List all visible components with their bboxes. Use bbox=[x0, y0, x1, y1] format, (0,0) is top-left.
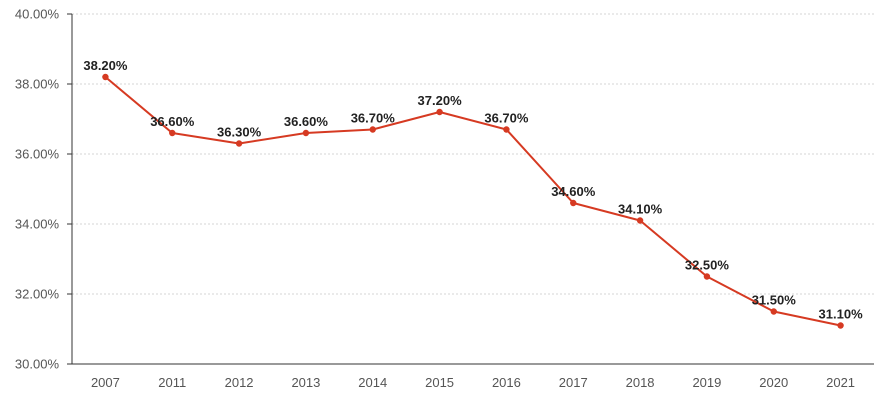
data-label: 36.30% bbox=[217, 125, 262, 140]
series-segment bbox=[705, 275, 775, 313]
data-point bbox=[302, 129, 310, 137]
data-point bbox=[636, 217, 644, 224]
data-label: 31.50% bbox=[752, 293, 797, 308]
data-label: 36.70% bbox=[484, 111, 529, 126]
x-tick-label: 2019 bbox=[692, 375, 721, 390]
x-tick-label: 2011 bbox=[158, 375, 186, 390]
data-label: 31.10% bbox=[819, 307, 864, 322]
y-axis: 30.00% 32.00% 34.00% 36.00% 38.00% 40.00% bbox=[15, 7, 73, 372]
y-tick-label: 40.00% bbox=[15, 7, 60, 22]
data-point bbox=[369, 126, 376, 133]
data-label: 37.20% bbox=[418, 93, 463, 108]
series-segment bbox=[572, 202, 642, 222]
data-label: 34.60% bbox=[551, 184, 596, 199]
y-tick-label: 32.00% bbox=[15, 287, 60, 302]
series-segment bbox=[304, 128, 374, 134]
series-segment bbox=[438, 111, 508, 131]
data-label: 34.10% bbox=[618, 202, 663, 217]
x-tick-label: 2016 bbox=[492, 375, 521, 390]
data-point bbox=[169, 129, 176, 137]
series-segment bbox=[171, 132, 241, 145]
series-segment bbox=[505, 128, 575, 204]
y-tick-label: 34.00% bbox=[15, 217, 60, 232]
data-point bbox=[703, 273, 711, 280]
y-tick-label: 30.00% bbox=[15, 357, 60, 372]
series-segment bbox=[639, 219, 708, 278]
y-tick-label: 38.00% bbox=[15, 77, 60, 92]
data-point bbox=[570, 199, 577, 207]
x-tick-label: 2012 bbox=[225, 375, 254, 390]
x-tick-label: 2015 bbox=[425, 375, 454, 390]
x-tick-label: 2018 bbox=[626, 375, 655, 390]
series-line bbox=[102, 73, 844, 329]
x-tick-label: 2020 bbox=[759, 375, 788, 390]
x-tick-label: 2013 bbox=[291, 375, 320, 390]
data-label: 32.50% bbox=[685, 258, 730, 273]
series-segment bbox=[238, 132, 307, 145]
data-label: 36.60% bbox=[284, 114, 329, 129]
x-tick-label: 2021 bbox=[826, 375, 855, 390]
data-point bbox=[436, 108, 443, 116]
x-tick-label: 2014 bbox=[358, 375, 387, 390]
series-segment bbox=[371, 111, 441, 131]
data-point bbox=[503, 126, 510, 133]
data-labels: 38.20% 36.60% 36.30% 36.60% 36.70% 37.20% 36.7… bbox=[83, 58, 864, 322]
data-point bbox=[102, 73, 109, 81]
data-label: 38.20% bbox=[83, 58, 128, 73]
series-segment bbox=[772, 310, 842, 327]
x-tick-label: 2017 bbox=[559, 375, 588, 390]
y-tick-label: 36.00% bbox=[15, 147, 60, 162]
data-label: 36.60% bbox=[150, 114, 195, 129]
data-point bbox=[235, 140, 243, 147]
data-label: 36.70% bbox=[351, 111, 396, 126]
data-point bbox=[837, 322, 844, 329]
data-point bbox=[770, 308, 777, 315]
x-axis: 2007 2011 2012 2013 2014 2015 2016 2017 2018 2019… bbox=[72, 363, 874, 390]
gridlines bbox=[72, 13, 874, 295]
x-tick-label: 2007 bbox=[91, 375, 120, 390]
series-segment bbox=[104, 76, 174, 134]
